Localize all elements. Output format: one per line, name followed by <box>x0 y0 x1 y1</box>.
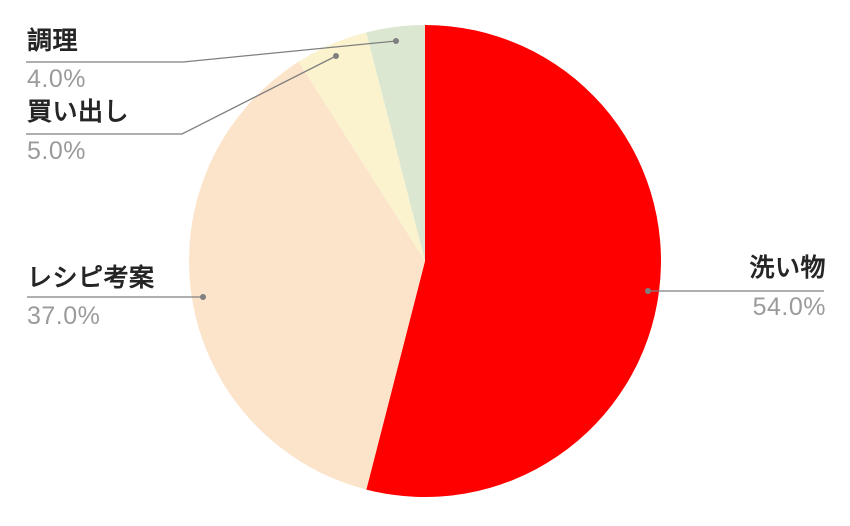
slice-percent-washing-dishes: 54.0% <box>752 293 826 321</box>
slice-label-recipe-planning: レシピ考案 <box>27 264 155 292</box>
slice-percent-cooking: 4.0% <box>27 65 86 93</box>
pie-slice-recipe-planning <box>188 61 425 490</box>
leader-dot-grocery-shopping <box>333 53 339 59</box>
slice-percent-grocery-shopping: 5.0% <box>27 137 86 165</box>
leader-line-grocery-shopping <box>26 55 337 135</box>
leader-line-cooking <box>26 40 397 63</box>
leader-dot-cooking <box>393 38 399 44</box>
pie-slice-washing-dishes <box>366 25 661 497</box>
slice-label-washing-dishes: 洗い物 <box>749 254 826 282</box>
slice-percent-recipe-planning: 37.0% <box>27 302 101 330</box>
leader-dot-recipe-planning <box>200 294 206 300</box>
leader-lines-group <box>26 38 824 300</box>
slice-label-cooking: 調理 <box>27 27 79 55</box>
pie-slice-grocery-shopping <box>298 32 425 261</box>
pie-slices-group <box>188 24 661 497</box>
pie-slice-cooking <box>366 24 425 261</box>
leader-dot-washing-dishes <box>645 288 651 294</box>
slice-label-grocery-shopping: 買い出し <box>27 98 130 126</box>
